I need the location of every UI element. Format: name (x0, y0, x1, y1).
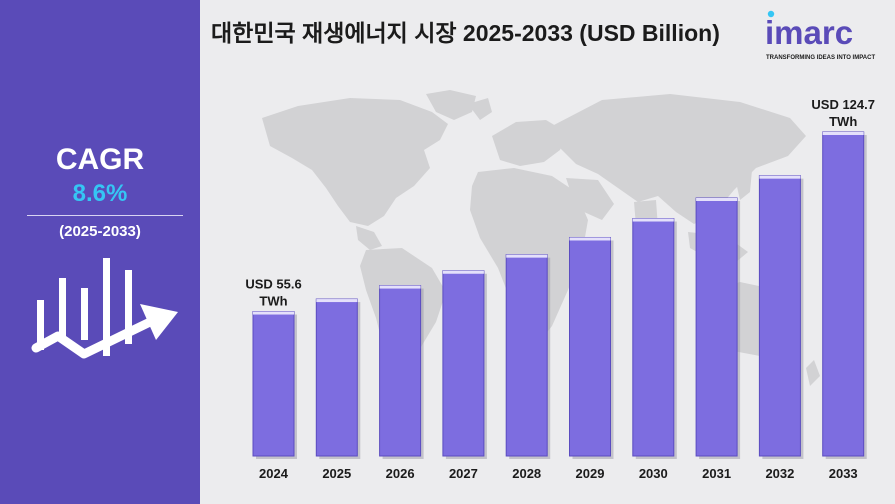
bar-2033 (822, 131, 865, 457)
bar-highlight (442, 270, 484, 274)
bar-highlight (696, 197, 738, 201)
x-tick-label: 2025 (322, 466, 351, 481)
cagr-divider (27, 215, 183, 216)
x-tick-label: 2030 (639, 466, 668, 481)
data-label-2024: USD 55.6 TWh (245, 277, 301, 309)
imarc-logo: imarc TRANSFORMING IDEAS INTO IMPACT (765, 10, 875, 61)
chart-area: 대한민국 재생에너지 시장 2025-2033 (USD Billion) im… (200, 0, 895, 504)
bar-2027 (442, 270, 485, 457)
cagr-period: (2025-2033) (59, 223, 141, 240)
x-tick-label: 2024 (259, 466, 289, 481)
bar-2026 (379, 285, 422, 457)
cagr-sidebar: CAGR 8.6% (2025-2033) (0, 0, 200, 504)
bar-2032 (758, 175, 801, 457)
bar-chart: 2024 2025 2026 2027 2028 2029 2030 2031 2032 2033… (245, 97, 875, 481)
cagr-value: 8.6% (72, 180, 128, 207)
bar-highlight (253, 311, 294, 315)
x-tick-label: 2031 (702, 466, 731, 481)
data-label-2033: USD 124.7 TWh (811, 97, 875, 129)
cagr-label: CAGR (55, 143, 145, 176)
bar-highlight (506, 254, 548, 258)
growth-chart-icon (31, 258, 178, 359)
logo-dot-icon (767, 10, 775, 18)
bar-highlight (759, 175, 801, 179)
bar-highlight (316, 299, 358, 303)
logo-tagline: TRANSFORMING IDEAS INTO IMPACT (766, 55, 875, 61)
bar-highlight (822, 132, 864, 135)
x-tick-label: 2027 (449, 466, 478, 481)
bar-highlight (379, 285, 421, 289)
bar-2029 (569, 236, 611, 457)
x-tick-label: 2029 (576, 466, 605, 481)
bar-2025 (315, 298, 358, 457)
bar-highlight (569, 237, 611, 241)
x-tick-label: 2033 (829, 466, 858, 481)
bar-2030 (632, 218, 675, 457)
logo-wordmark: imarc (765, 14, 853, 51)
chart-title: 대한민국 재생에너지 시장 2025-2033 (USD Billion) (211, 20, 720, 46)
bar-2024 (252, 311, 295, 457)
x-tick-label: 2026 (386, 466, 415, 481)
bar-2028 (505, 254, 548, 457)
bar-highlight (632, 218, 674, 222)
x-tick-label: 2028 (512, 466, 541, 481)
x-tick-label: 2032 (765, 466, 794, 481)
bar-2031 (695, 197, 738, 457)
